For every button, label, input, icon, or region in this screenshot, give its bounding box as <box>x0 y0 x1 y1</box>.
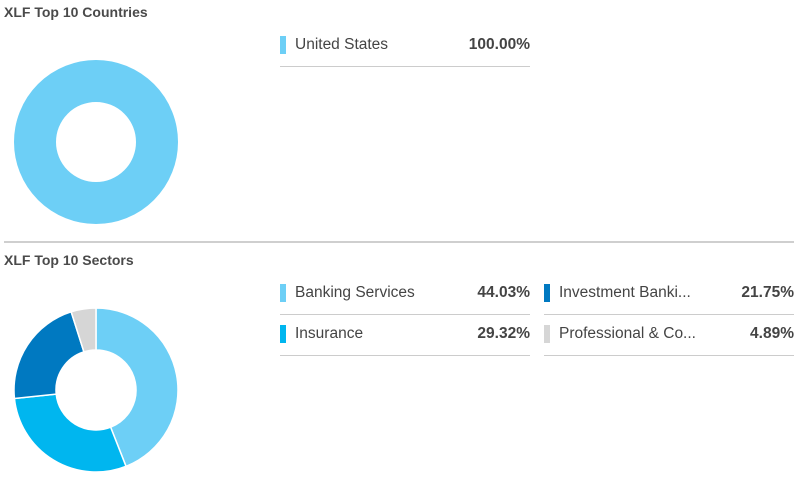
legend-swatch <box>280 324 286 343</box>
countries-title: XLF Top 10 Countries <box>4 4 148 20</box>
legend-item-investment-banki: Investment Banki... 21.75% <box>544 275 794 315</box>
legend-item-banking-services: Banking Services 44.03% <box>280 275 530 315</box>
legend-item-united-states: United States 100.00% <box>280 27 530 67</box>
legend-label: Investment Banki... <box>559 283 691 301</box>
legend-swatch <box>544 283 550 302</box>
sectors-title: XLF Top 10 Sectors <box>4 252 134 268</box>
donut-slice-banking-services <box>95 308 178 468</box>
donut-slice-insurance <box>14 393 127 472</box>
legend-label: United States <box>295 35 389 53</box>
legend-label: Banking Services <box>295 283 415 301</box>
legend-label: Professional & Co... <box>559 324 696 342</box>
legend-item-insurance: Insurance 29.32% <box>280 316 530 356</box>
legend-value: 44.03% <box>477 283 530 301</box>
legend-value: 4.89% <box>750 324 794 342</box>
section-divider <box>4 241 794 243</box>
legend-item-professional-co: Professional & Co... 4.89% <box>544 316 794 356</box>
legend-swatch <box>544 324 550 343</box>
countries-donut-chart <box>14 60 178 224</box>
legend-swatch <box>280 35 286 54</box>
sectors-donut-chart <box>14 308 178 472</box>
legend-swatch <box>280 283 286 302</box>
donut-slice-professional-co <box>70 308 97 353</box>
donut-slice-united-states <box>14 60 178 224</box>
legend-value: 100.00% <box>468 35 530 53</box>
legend-value: 21.75% <box>741 283 794 301</box>
legend-label: Insurance <box>295 324 364 342</box>
donut-slice-investment-banki <box>14 310 85 400</box>
legend-value: 29.32% <box>477 324 530 342</box>
